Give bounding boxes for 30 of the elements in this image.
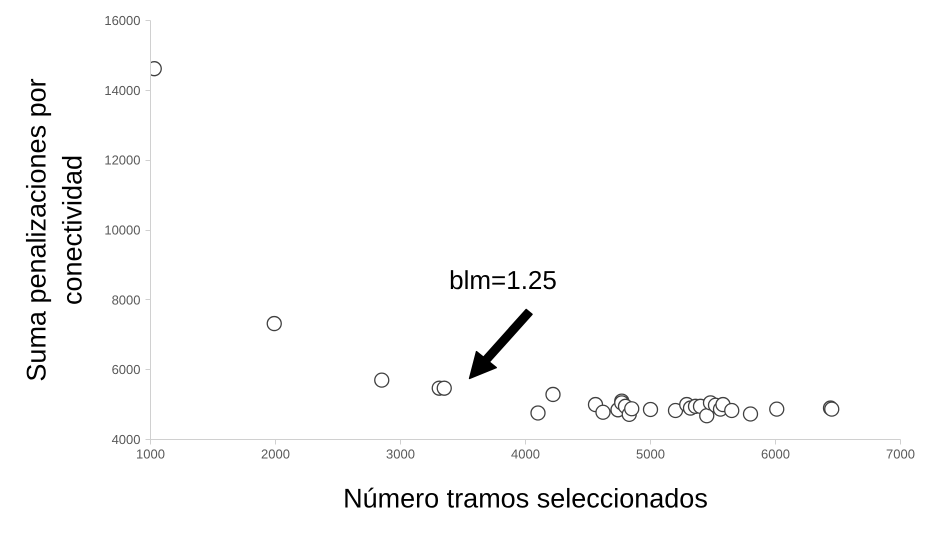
point (436, 380, 452, 396)
point (742, 406, 758, 422)
point (545, 386, 561, 402)
y-tick-label: 4000 (112, 432, 140, 447)
x-tick-label: 5000 (636, 446, 665, 462)
y-tick-label: 16000 (104, 13, 141, 28)
y-tick-label: 12000 (104, 152, 141, 168)
y-tick-label: 8000 (112, 292, 140, 308)
point (642, 402, 658, 418)
point (595, 404, 611, 420)
point (668, 402, 684, 418)
annotation: blm=1.25 (449, 264, 557, 295)
y-tick-label: 6000 (112, 362, 140, 378)
point (624, 401, 640, 416)
point (724, 402, 740, 418)
point (374, 372, 390, 388)
x-tick-label: 7000 (886, 446, 915, 462)
point (530, 405, 546, 421)
x-tick-label: 3000 (386, 446, 415, 462)
point (769, 401, 784, 417)
y-tick-label: 14000 (104, 82, 141, 98)
x-tick-label: 4000 (511, 446, 540, 462)
x-tick-label: 1000 (136, 446, 165, 462)
point (699, 408, 714, 424)
y-axis-title: Suma penalizaciones por conectividad (21, 78, 88, 382)
point (266, 316, 282, 332)
x-tick-label: 2000 (261, 446, 290, 462)
x-tick-label: 6000 (761, 446, 790, 462)
x-axis-title: Número tramos seleccionados (343, 484, 708, 514)
y-tick-label: 10000 (104, 222, 141, 238)
